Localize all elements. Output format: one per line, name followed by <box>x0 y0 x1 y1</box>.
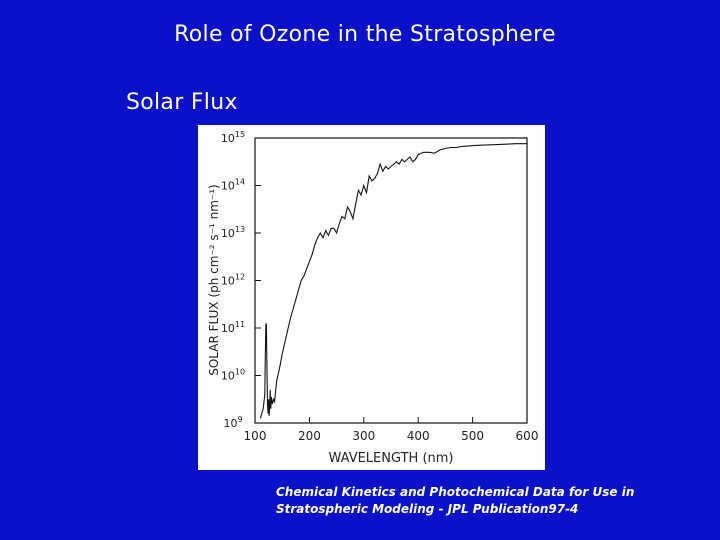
x-tick-label: 200 <box>298 429 321 443</box>
y-tick-label: 1014 <box>221 178 245 193</box>
solar-flux-series-line <box>259 143 527 419</box>
y-axis-label: SOLAR FLUX (ph cm⁻² s⁻¹ nm⁻¹) <box>207 184 221 376</box>
y-tick-label: 1010 <box>221 368 245 383</box>
y-tick-label: 1012 <box>221 273 245 288</box>
tick-labels: 100 200 300 400 500 600 1015 1014 1013 1012 1011 10… <box>221 130 539 443</box>
solar-flux-chart: 100 200 300 400 500 600 1015 1014 1013 1012 1011 10… <box>207 130 539 466</box>
caption-line-2: Stratospheric Modeling - JPL Publication… <box>276 502 579 516</box>
x-tick-label: 400 <box>407 429 430 443</box>
y-tick-label: 1015 <box>221 130 245 145</box>
y-tick-label: 109 <box>223 415 242 430</box>
slide-subtitle: Solar Flux <box>126 90 238 115</box>
y-tick-label: 1011 <box>221 320 245 335</box>
slide-title: Role of Ozone in the Stratosphere <box>174 22 556 47</box>
y-tick-label: 1013 <box>221 225 245 240</box>
x-tick-label: 300 <box>352 429 375 443</box>
x-axis-label: WAVELENGTH (nm) <box>329 451 454 466</box>
solar-flux-chart-panel: 100 200 300 400 500 600 1015 1014 1013 1012 1011 10… <box>198 125 545 470</box>
plot-frame <box>254 137 528 424</box>
axis-ticks <box>254 137 528 424</box>
x-tick-label: 600 <box>516 429 539 443</box>
source-caption: Chemical Kinetics and Photochemical Data… <box>276 484 676 518</box>
x-tick-label: 100 <box>244 429 267 443</box>
x-tick-label: 500 <box>461 429 484 443</box>
caption-line-1: Chemical Kinetics and Photochemical Data… <box>276 485 635 499</box>
